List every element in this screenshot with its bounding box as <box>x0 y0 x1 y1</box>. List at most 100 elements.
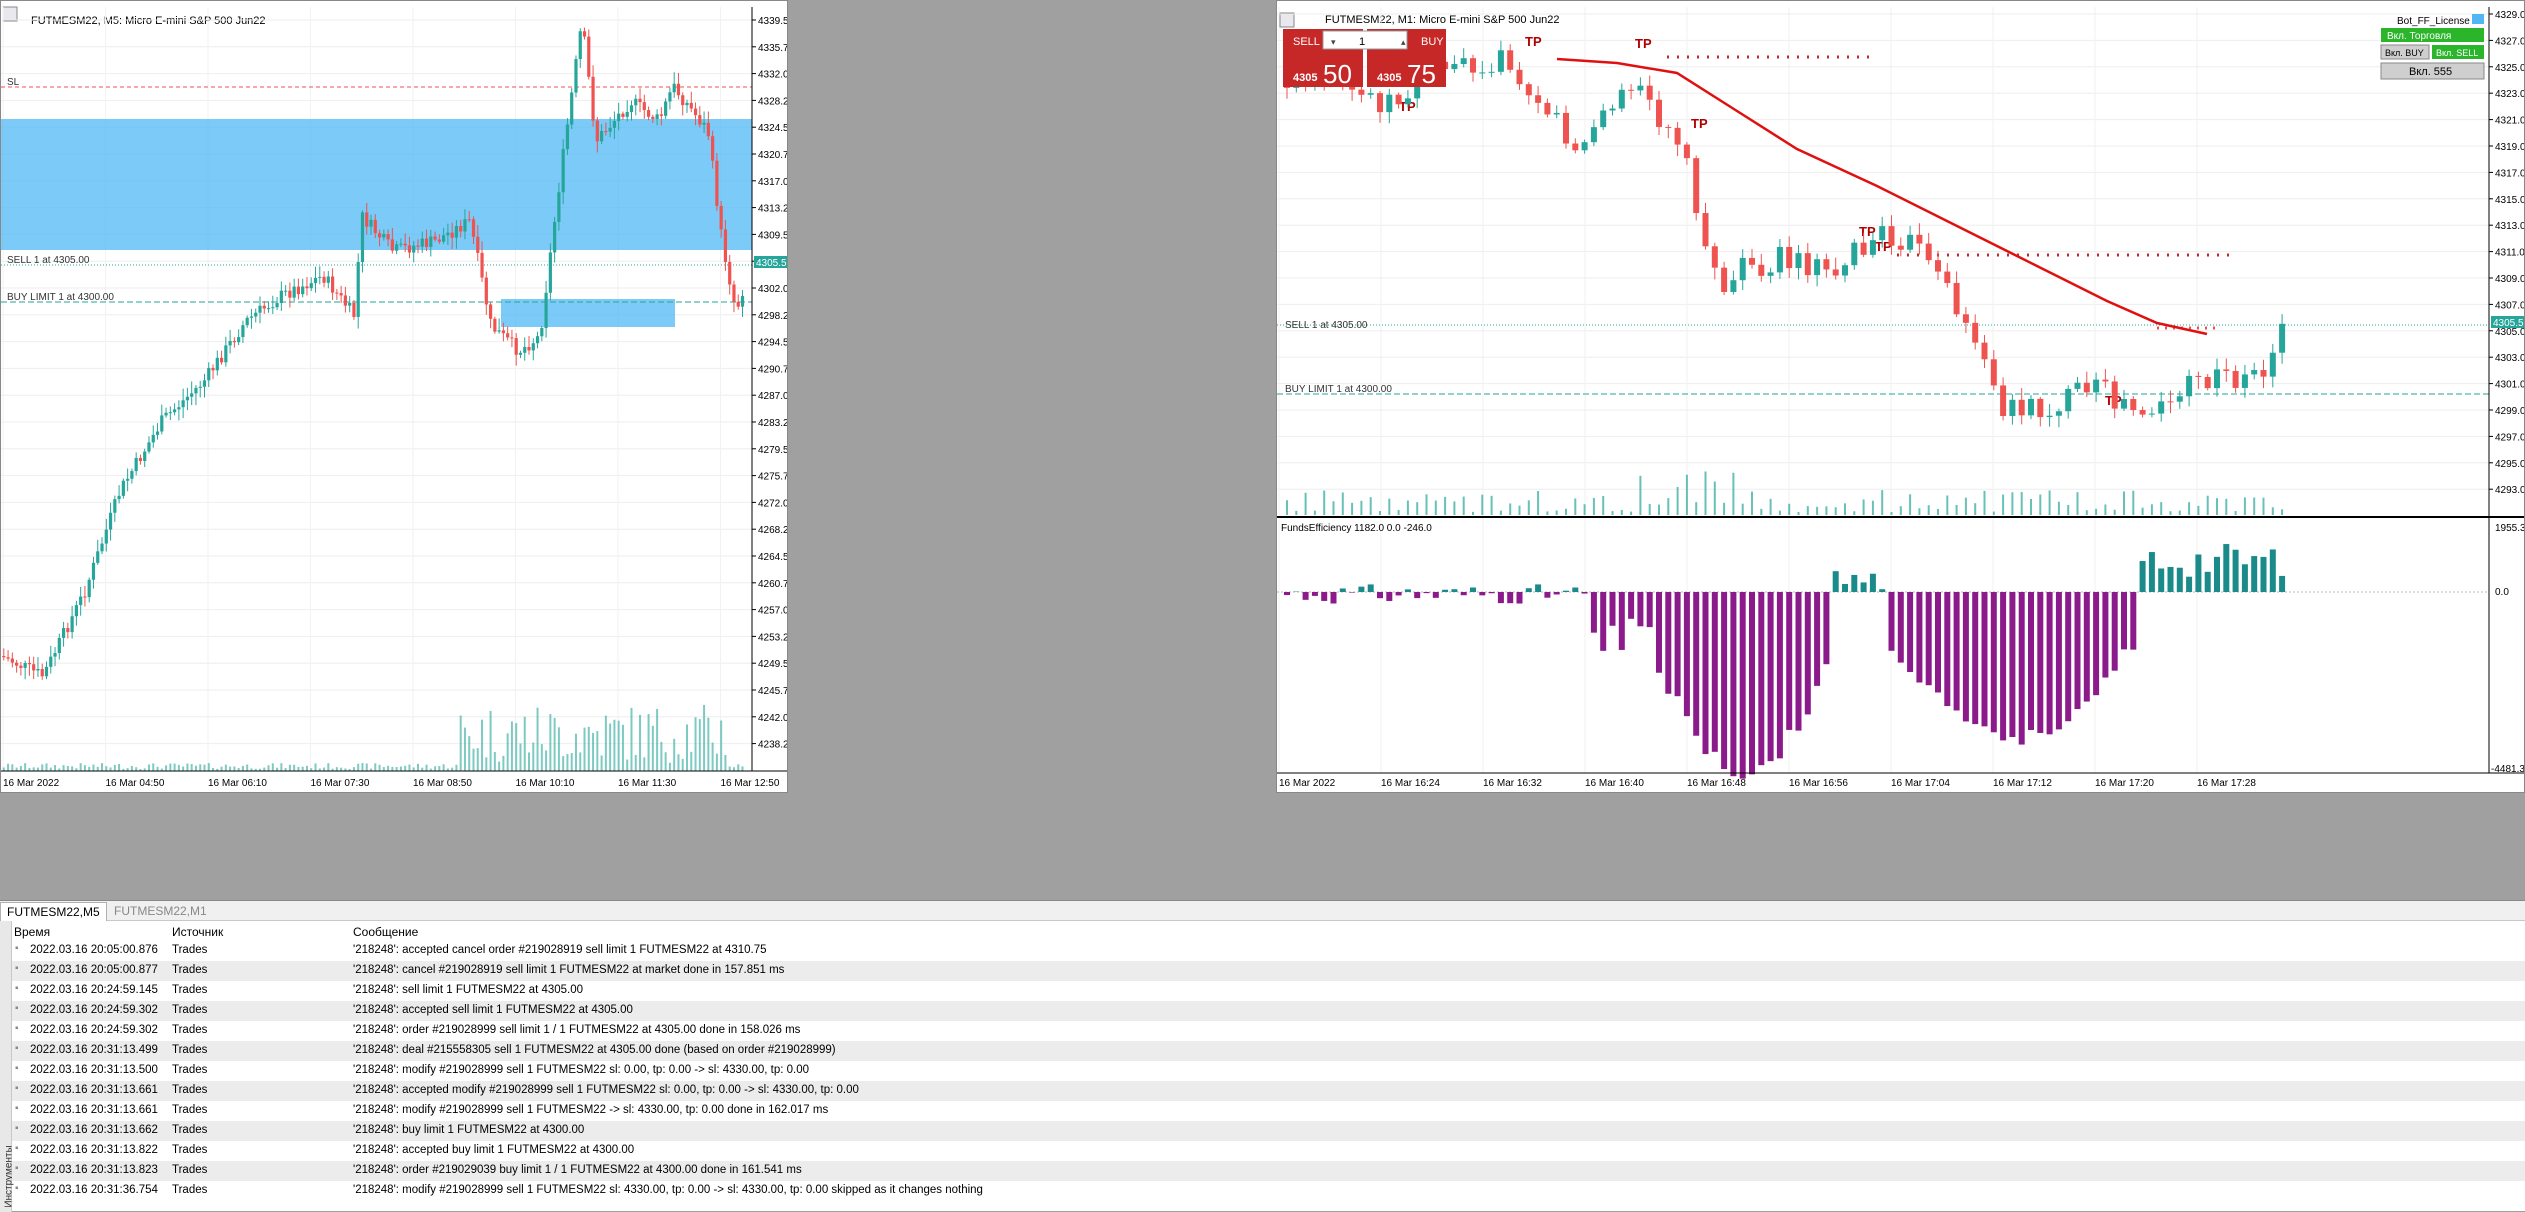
candle-body <box>92 563 95 580</box>
candle-body <box>421 239 424 247</box>
tab-futmesm22-m1[interactable]: FUTMESM22,M1 <box>108 902 213 921</box>
volume-bar <box>1965 498 1967 515</box>
volume-bar <box>712 743 714 771</box>
candle-body <box>1814 259 1820 275</box>
volume-bar <box>707 718 709 771</box>
price-tick: 4307.00 <box>2495 300 2525 311</box>
histogram-bar <box>2121 592 2127 649</box>
volume-bar <box>3 768 5 771</box>
right-chart-canvas[interactable]: FUTMESM22, M1: Micro E-mini S&P 500 Jun2… <box>1277 1 2525 793</box>
toolbox-side-tab[interactable]: Инструменты <box>0 921 12 1212</box>
volume-bar <box>1779 511 1781 515</box>
candle-body <box>591 77 594 121</box>
price-tick: 4257.00 <box>758 606 788 617</box>
volume-bar <box>54 765 56 771</box>
price-tick: 4328.25 <box>758 96 788 107</box>
candle-body <box>685 103 688 105</box>
candle-body <box>331 276 334 292</box>
histogram-bar <box>1814 592 1820 686</box>
volume-bar <box>643 757 645 771</box>
volume-bar <box>336 767 338 771</box>
lot-up-icon[interactable]: ▴ <box>1401 37 1406 47</box>
row-message: '218248': order #219029039 buy limit 1 /… <box>353 1164 802 1176</box>
left-chart-window[interactable]: FUTMESM22, M5: Micro E-mini S&P 500 Jun2… <box>0 0 788 793</box>
candle-body <box>707 123 710 136</box>
price-tick: 4290.75 <box>758 364 788 375</box>
candle-body <box>651 117 654 119</box>
candle-body <box>152 435 155 442</box>
volume-bar <box>135 767 137 771</box>
candle-body <box>314 278 317 283</box>
candle-body <box>194 388 197 394</box>
volume-bar <box>41 764 43 771</box>
volume-bar <box>1788 504 1790 515</box>
candle-body <box>2223 369 2229 371</box>
volume-bar <box>293 765 295 771</box>
volume-bar <box>519 743 521 771</box>
price-tick: 4294.50 <box>758 338 788 349</box>
histogram-bar <box>2195 554 2201 592</box>
volume-bar <box>1481 495 1483 515</box>
log-entry-icon: ▪ <box>15 1143 19 1154</box>
candle-body <box>673 84 676 93</box>
volume-bar <box>502 756 504 771</box>
histogram-bar <box>1758 592 1764 765</box>
candle-body <box>583 31 586 36</box>
col-source[interactable]: Источник <box>172 925 223 939</box>
col-time[interactable]: Время <box>14 925 50 939</box>
candle-body <box>702 123 705 125</box>
tab-futmesm22-m5[interactable]: FUTMESM22,M5 <box>0 902 107 921</box>
candle-body <box>557 192 560 222</box>
row-source: Trades <box>172 1184 207 1196</box>
histogram-bar <box>2214 557 2220 592</box>
candle-body <box>596 121 599 142</box>
volume-bar <box>545 750 547 771</box>
candle-body <box>1470 58 1476 72</box>
lot-value: 1 <box>1359 36 1365 48</box>
row-message: '218248': deal #215558305 sell 1 FUTMESM… <box>353 1044 836 1056</box>
volume-bar <box>1621 510 1623 515</box>
col-message[interactable]: Сообщение <box>353 925 418 939</box>
histogram-bar <box>1479 592 1485 595</box>
candle-body <box>28 663 31 664</box>
candle-body <box>574 59 577 92</box>
time-tick: 16 Mar 10:10 <box>516 778 575 789</box>
sell-price-small: 4305 <box>1293 72 1317 84</box>
histogram-bar <box>2000 592 2006 740</box>
volume-bar <box>669 763 671 771</box>
candle-body <box>2205 377 2211 388</box>
volume-bar <box>400 767 402 771</box>
volume-bar <box>1770 499 1772 515</box>
candle-body <box>613 121 616 128</box>
volume-bar <box>357 764 359 771</box>
histogram-bar <box>1693 592 1699 736</box>
volume-bar <box>80 763 82 771</box>
lot-down-icon[interactable]: ▾ <box>1331 37 1336 47</box>
candle-body <box>1786 247 1792 268</box>
candle-body <box>536 336 539 343</box>
right-chart-window[interactable]: FUTMESM22, M1: Micro E-mini S&P 500 Jun2… <box>1276 0 2525 793</box>
left-chart-canvas[interactable]: FUTMESM22, M5: Micro E-mini S&P 500 Jun2… <box>1 1 788 793</box>
volume-bar <box>2235 511 2237 515</box>
price-tick: 4297.00 <box>2495 432 2525 443</box>
candle-body <box>374 220 377 233</box>
candle-body <box>1479 72 1485 73</box>
volume-bar <box>2225 499 2227 515</box>
price-tick: 4295.00 <box>2495 459 2525 470</box>
candle-body <box>177 407 180 409</box>
volume-bar <box>1667 498 1669 515</box>
price-tick: 4303.00 <box>2495 353 2525 364</box>
